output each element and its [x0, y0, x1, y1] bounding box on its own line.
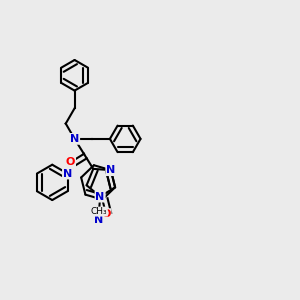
- Text: N: N: [106, 165, 116, 175]
- Text: N: N: [94, 214, 104, 224]
- Text: N: N: [95, 192, 105, 202]
- Text: O: O: [101, 209, 111, 219]
- Text: CH₃: CH₃: [91, 207, 107, 216]
- Text: N: N: [63, 169, 72, 178]
- Text: N: N: [70, 134, 79, 144]
- Text: O: O: [66, 157, 75, 167]
